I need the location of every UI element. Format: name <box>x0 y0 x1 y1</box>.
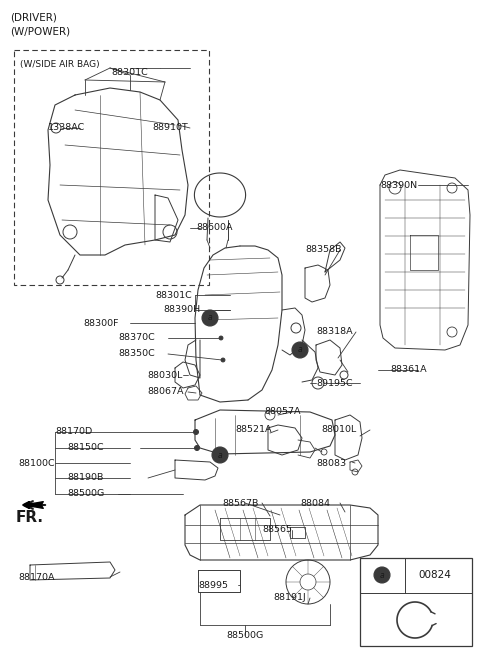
Text: 88995: 88995 <box>198 581 228 590</box>
Text: 88190B: 88190B <box>67 474 103 483</box>
Text: a: a <box>208 314 212 323</box>
Text: 88600A: 88600A <box>196 224 232 232</box>
Text: 89195C: 89195C <box>316 379 353 388</box>
Circle shape <box>193 430 199 434</box>
Text: 88350C: 88350C <box>118 350 155 358</box>
Text: 88170A: 88170A <box>18 573 55 581</box>
Text: 88067A: 88067A <box>147 388 183 396</box>
Circle shape <box>202 310 218 326</box>
Text: 88318A: 88318A <box>316 327 353 337</box>
Text: 88361A: 88361A <box>390 365 427 375</box>
Text: 88100C: 88100C <box>18 459 55 468</box>
Text: (W/POWER): (W/POWER) <box>10 27 70 37</box>
Text: 00824: 00824 <box>419 570 451 580</box>
Text: 88390H: 88390H <box>163 306 200 314</box>
Bar <box>14 50 209 285</box>
Circle shape <box>194 445 200 451</box>
Circle shape <box>212 447 228 463</box>
Text: (W/SIDE AIR BAG): (W/SIDE AIR BAG) <box>20 60 100 68</box>
Text: 88301C: 88301C <box>155 291 192 300</box>
Bar <box>360 558 472 646</box>
Text: FR.: FR. <box>16 510 44 525</box>
Text: a: a <box>298 346 302 354</box>
Text: 88057A: 88057A <box>264 407 300 417</box>
Circle shape <box>292 342 308 358</box>
Circle shape <box>219 336 223 340</box>
Text: 88010L: 88010L <box>321 426 356 434</box>
Text: a: a <box>218 451 222 459</box>
Text: 88170D: 88170D <box>55 428 92 436</box>
Text: 88500G: 88500G <box>67 489 104 499</box>
Text: a: a <box>380 571 384 579</box>
Text: 88500G: 88500G <box>227 630 264 640</box>
Text: 88191J: 88191J <box>273 594 306 602</box>
Text: 88030L: 88030L <box>147 371 182 380</box>
Text: 88370C: 88370C <box>118 333 155 342</box>
Text: 88300F: 88300F <box>83 319 119 327</box>
Text: 88150C: 88150C <box>67 443 104 453</box>
Text: 88390N: 88390N <box>380 180 417 190</box>
Text: 88910T: 88910T <box>152 123 188 133</box>
Text: 88567B: 88567B <box>222 499 258 508</box>
Circle shape <box>221 358 225 362</box>
Text: 88084: 88084 <box>300 499 330 508</box>
Text: 88521A: 88521A <box>235 426 272 434</box>
Text: 1338AC: 1338AC <box>48 123 85 133</box>
Text: 88358B: 88358B <box>305 245 341 255</box>
Text: 88083: 88083 <box>316 459 346 468</box>
Text: 88565: 88565 <box>262 525 292 535</box>
Text: 88301C: 88301C <box>112 68 148 77</box>
Text: (DRIVER): (DRIVER) <box>10 13 57 23</box>
Circle shape <box>374 567 390 583</box>
